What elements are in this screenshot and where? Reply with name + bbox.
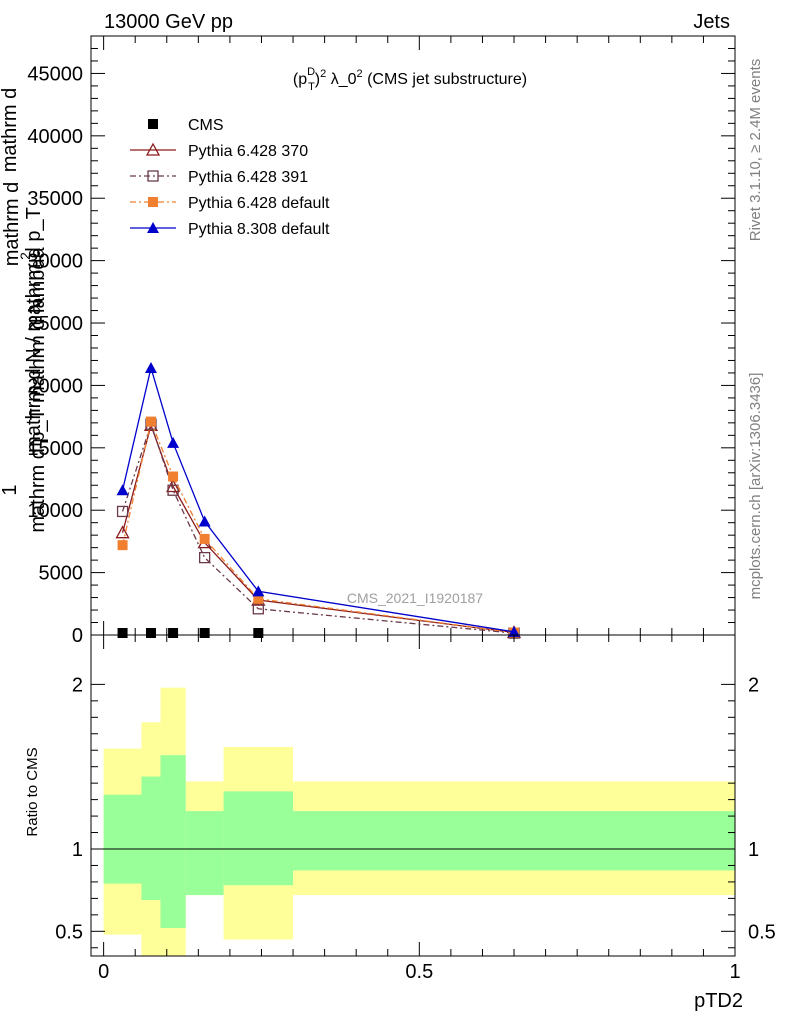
rivet-label: Rivet 3.1.10, ≥ 2.4M events — [747, 59, 764, 242]
x-axis-label: pTD2 — [694, 990, 743, 1012]
ratio-y-tick-label: 0.5 — [55, 921, 83, 943]
y-tick-label: 0 — [72, 625, 83, 647]
data-point — [252, 585, 265, 597]
data-point — [117, 540, 128, 551]
data-point — [199, 533, 210, 544]
ratio-plot-area: 0.5 0.5 1 1 2 2 0 0.5 1 — [55, 634, 776, 983]
y-tick-label: 45000 — [27, 63, 83, 85]
y-tick-label: 5000 — [39, 563, 84, 585]
legend: CMS Pythia 6.428 370 Pythia 6.428 391 Pythi… — [130, 117, 330, 238]
y-tick-label: 25000 — [27, 313, 83, 335]
series-line — [121, 419, 515, 634]
header-right: Jets — [693, 11, 730, 33]
legend-marker — [148, 119, 158, 129]
legend-item-pythia-8-308-default: Pythia 8.308 default — [130, 221, 330, 238]
y-tick-label: 30000 — [27, 251, 83, 273]
y-axis-label-line: mathrm d — [1, 182, 23, 266]
legend-marker — [147, 222, 159, 233]
main-title: (pD T)2 λ_02 (CMS jet substructure) — [293, 66, 527, 93]
legend-label: Pythia 6.428 370 — [188, 143, 308, 160]
series-cms — [117, 628, 520, 638]
y-tick-label: 40000 — [27, 126, 83, 148]
data-point — [116, 484, 129, 496]
legend-marker — [148, 197, 158, 207]
data-point — [116, 505, 129, 518]
series-line — [121, 423, 515, 634]
legend-item-pythia-6-428-370: Pythia 6.428 370 — [130, 142, 308, 160]
data-point — [198, 515, 211, 527]
legend-marker — [147, 170, 159, 182]
legend-label: CMS — [188, 117, 224, 134]
header-left: 13000 GeV pp — [104, 11, 233, 33]
series-pythia-8-308-default — [116, 361, 521, 637]
x-tick-label: 0.5 — [405, 961, 433, 983]
y-tick-label: 35000 — [27, 188, 83, 210]
uncertainty-band-inner — [160, 755, 186, 929]
y-tick-label: 10000 — [27, 500, 83, 522]
series-line — [121, 422, 515, 634]
data-point — [167, 436, 180, 448]
data-point — [253, 628, 264, 638]
data-point — [199, 628, 210, 638]
ratio-y-tick-label-right: 0.5 — [748, 921, 776, 943]
data-point — [165, 479, 181, 493]
legend-label: Pythia 8.308 default — [188, 221, 330, 238]
mcplots-label: mcplots.cern.ch [arXiv:1306.3436] — [747, 373, 764, 600]
data-point — [144, 361, 157, 373]
y-tick-label: 15000 — [27, 438, 83, 460]
legend-item-cms: CMS — [148, 117, 224, 134]
uncertainty-band-inner — [103, 794, 142, 884]
ratio-y-axis-label: Ratio to CMS — [24, 747, 41, 836]
uncertainty-band-inner — [141, 776, 161, 901]
data-point — [168, 471, 179, 482]
ratio-frame — [90, 634, 736, 957]
data-point — [145, 416, 156, 427]
data-point — [253, 593, 264, 604]
data-point — [115, 525, 130, 539]
legend-item-pythia-6-428-default: Pythia 6.428 default — [130, 195, 330, 212]
x-tick-label: 0 — [98, 961, 109, 983]
watermark: CMS_2021_I1920187 — [347, 590, 483, 606]
data-point — [145, 628, 156, 638]
data-point — [198, 551, 211, 564]
legend-marker — [145, 142, 161, 156]
uncertainty-band-inner — [223, 791, 294, 886]
y-axis-label-line: mathrm d N / mathrm d p_T — [23, 207, 45, 453]
ratio-panel: 0.5 0.5 1 1 2 2 0 0.5 1 Ratio to CMS pTD2 — [24, 634, 776, 1012]
y-tick-label: 20000 — [27, 375, 83, 397]
legend-label: Pythia 6.428 391 — [188, 169, 308, 186]
data-point — [508, 625, 521, 637]
uncertainty-band-inner — [185, 811, 224, 896]
main-plot-area: 0 5000 10000 15000 20000 25000 30000 35000 40000… — [27, 35, 736, 647]
y-axis-label-line: mathrm d — [0, 88, 21, 172]
x-tick-label: 1 — [729, 961, 740, 983]
ratio-y-tick-label: 1 — [72, 839, 83, 861]
data-point — [167, 484, 179, 496]
y-axis-label-line: N — [25, 299, 47, 313]
legend-item-pythia-6-428-391: Pythia 6.428 391 — [130, 169, 308, 186]
data-point — [168, 628, 179, 638]
uncertainty-band-inner — [293, 811, 735, 871]
series-line — [121, 365, 515, 633]
y-axis-label-line: 1 — [0, 484, 21, 495]
y-axis-label-line: 2 — [17, 252, 33, 260]
legend-label: Pythia 6.428 default — [188, 195, 330, 212]
y-axis-label-line: mathrm d p_T mathrm d lambda — [27, 246, 49, 532]
ratio-y-tick-label: 2 — [72, 674, 83, 696]
ratio-y-tick-label-right: 2 — [748, 674, 759, 696]
data-point — [117, 628, 128, 638]
ratio-y-tick-label-right: 1 — [748, 839, 759, 861]
